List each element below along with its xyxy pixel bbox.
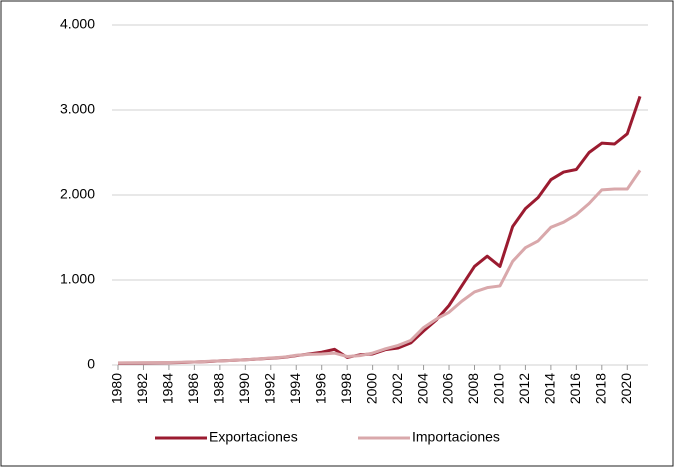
x-tick-label: 2000 [363, 373, 379, 404]
y-tick-label: 4.000 [60, 16, 95, 32]
x-tick-label: 2002 [389, 373, 405, 404]
x-tick-label: 2006 [440, 373, 456, 404]
x-tick-label: 2008 [465, 373, 481, 404]
x-tick-label: 1992 [261, 373, 277, 404]
series-line [117, 169, 642, 365]
x-tick-label: 1988 [211, 373, 227, 404]
x-tick-label: 2016 [567, 373, 583, 404]
x-tick-label: 2004 [414, 373, 430, 404]
y-tick-label: 3.000 [60, 101, 95, 117]
x-tick-label: 1984 [160, 373, 176, 404]
y-tick-label: 0 [87, 356, 95, 372]
y-tick-label: 1.000 [60, 271, 95, 287]
x-tick-label: 2020 [618, 373, 634, 404]
y-tick-label: 2.000 [60, 186, 95, 202]
x-tick-label: 2018 [593, 373, 609, 404]
x-tick-label: 1982 [134, 373, 150, 404]
x-tick-label: 1990 [236, 373, 252, 404]
legend-label: Exportaciones [209, 429, 298, 445]
x-tick-label: 1996 [312, 373, 328, 404]
x-tick-label: 2012 [516, 373, 532, 404]
x-tick-label: 2010 [491, 373, 507, 404]
x-tick-label: 1994 [287, 373, 303, 404]
legend-label: Importaciones [412, 429, 500, 445]
x-tick-label: 1998 [338, 373, 354, 404]
x-tick-label: 2014 [542, 373, 558, 404]
x-tick-label: 1980 [109, 373, 125, 404]
x-tick-label: 1986 [185, 373, 201, 404]
